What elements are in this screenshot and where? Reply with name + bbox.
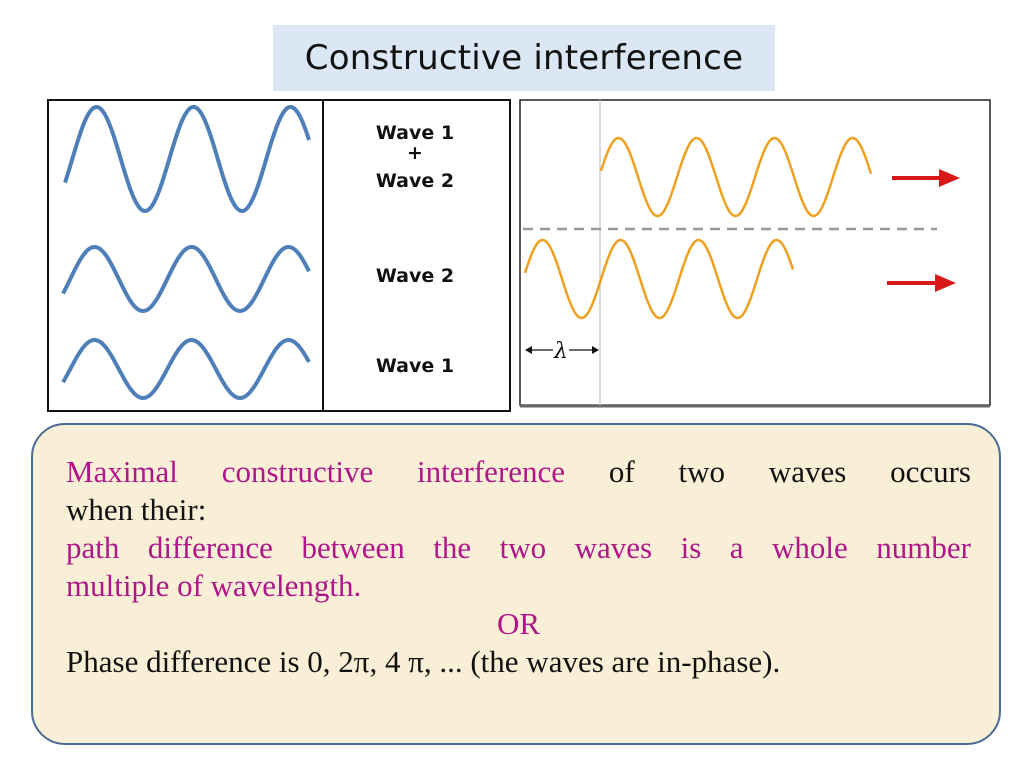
text-line-3: path difference between the two waves is… bbox=[66, 530, 971, 565]
upper-direction-arrow bbox=[892, 169, 960, 187]
lower-direction-arrow bbox=[887, 274, 956, 292]
sum-label-plus: + bbox=[407, 142, 423, 164]
wave1-curve bbox=[61, 338, 311, 401]
line1-rest: of two waves occurs bbox=[608, 454, 971, 489]
wave-superposition-figure: Wave 1 + Wave 2 Wave 2 Wave 1 bbox=[47, 99, 511, 412]
sum-wave bbox=[63, 105, 311, 214]
explanation-text: Maximal constructive interference of two… bbox=[66, 453, 971, 681]
traveling-waves-figure: λ bbox=[519, 99, 991, 408]
title-banner: Constructive interference bbox=[273, 25, 775, 91]
sum-label-line1: Wave 1 bbox=[376, 122, 454, 144]
lower-traveling-wave bbox=[523, 238, 795, 320]
text-line-4: multiple of wavelength. bbox=[66, 568, 362, 603]
sum-label-line2: Wave 2 bbox=[376, 170, 454, 192]
wave1-label: Wave 1 bbox=[376, 355, 454, 377]
or-separator: OR bbox=[496, 606, 541, 641]
text-line-2: when their: bbox=[66, 492, 207, 527]
wavelength-marker: λ bbox=[525, 339, 599, 364]
text-line-6: Phase difference is 0, 2π, 4 π, ... (the… bbox=[66, 644, 781, 679]
page-title: Constructive interference bbox=[304, 38, 744, 78]
wavelength-symbol: λ bbox=[553, 339, 568, 364]
wave2-curve bbox=[61, 245, 311, 314]
explanation-box: Maximal constructive interference of two… bbox=[31, 423, 1001, 745]
highlight-maximal-constructive: Maximal constructive interference bbox=[66, 454, 566, 489]
text-line-1: Maximal constructive interference of two… bbox=[66, 453, 971, 491]
upper-traveling-wave bbox=[599, 136, 873, 218]
wave2-label: Wave 2 bbox=[376, 265, 454, 287]
